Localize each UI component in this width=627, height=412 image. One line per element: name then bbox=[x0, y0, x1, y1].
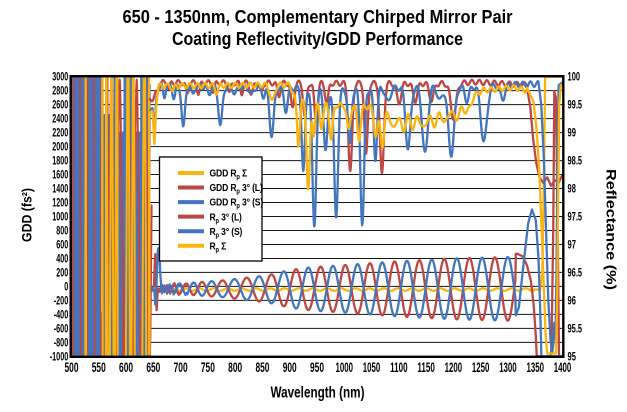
svg-text:650 - 1350nm, Complementary Ch: 650 - 1350nm, Complementary Chirped Mirr… bbox=[123, 6, 513, 27]
svg-text:800: 800 bbox=[228, 360, 242, 375]
svg-text:GDD Rp 3° (L): GDD Rp 3° (L) bbox=[210, 182, 263, 195]
svg-text:1250: 1250 bbox=[472, 360, 490, 375]
svg-text:1050: 1050 bbox=[363, 360, 381, 375]
svg-text:96: 96 bbox=[568, 295, 576, 307]
svg-text:1200: 1200 bbox=[445, 360, 463, 375]
svg-text:800: 800 bbox=[56, 225, 68, 237]
svg-text:100: 100 bbox=[568, 72, 581, 84]
svg-text:550: 550 bbox=[92, 360, 106, 375]
svg-text:97.5: 97.5 bbox=[568, 212, 583, 224]
svg-text:95: 95 bbox=[568, 351, 577, 363]
svg-text:Reflectance (%): Reflectance (%) bbox=[604, 169, 619, 290]
svg-text:1100: 1100 bbox=[390, 360, 408, 375]
svg-text:1600: 1600 bbox=[52, 170, 68, 182]
svg-text:GDD (fs²): GDD (fs²) bbox=[20, 188, 35, 242]
svg-text:0: 0 bbox=[64, 281, 68, 293]
svg-text:Coating Reflectivity/GDD Perfo: Coating Reflectivity/GDD Performance bbox=[172, 28, 463, 49]
svg-text:Wavelength (nm): Wavelength (nm) bbox=[271, 385, 365, 402]
svg-text:-1000: -1000 bbox=[50, 351, 69, 363]
svg-text:Rp Σ: Rp Σ bbox=[210, 241, 227, 254]
svg-text:Rp 3° (S): Rp 3° (S) bbox=[210, 226, 243, 239]
svg-text:1200: 1200 bbox=[52, 198, 68, 210]
svg-text:97: 97 bbox=[568, 239, 576, 251]
svg-text:-200: -200 bbox=[54, 295, 69, 307]
svg-text:750: 750 bbox=[201, 360, 215, 375]
svg-text:GDD Rp Σ: GDD Rp Σ bbox=[210, 168, 248, 181]
svg-text:2000: 2000 bbox=[52, 142, 68, 154]
svg-text:99: 99 bbox=[568, 128, 576, 140]
svg-text:1000: 1000 bbox=[336, 360, 354, 375]
svg-text:600: 600 bbox=[119, 360, 133, 375]
svg-text:1300: 1300 bbox=[499, 360, 517, 375]
svg-text:600: 600 bbox=[56, 239, 68, 251]
svg-text:Rp 3° (L): Rp 3° (L) bbox=[210, 212, 242, 225]
svg-text:1800: 1800 bbox=[52, 156, 68, 168]
svg-text:98: 98 bbox=[568, 184, 577, 196]
svg-text:400: 400 bbox=[56, 253, 68, 265]
svg-text:-600: -600 bbox=[54, 323, 69, 335]
svg-text:650: 650 bbox=[146, 360, 160, 375]
svg-text:200: 200 bbox=[56, 267, 68, 279]
svg-text:950: 950 bbox=[310, 360, 324, 375]
svg-text:850: 850 bbox=[255, 360, 269, 375]
svg-text:1400: 1400 bbox=[554, 360, 572, 375]
svg-text:1150: 1150 bbox=[417, 360, 435, 375]
svg-text:95.5: 95.5 bbox=[568, 323, 583, 335]
svg-text:99.5: 99.5 bbox=[568, 100, 583, 112]
svg-text:2200: 2200 bbox=[52, 128, 68, 140]
svg-text:96.5: 96.5 bbox=[568, 267, 583, 279]
svg-text:700: 700 bbox=[174, 360, 188, 375]
svg-text:3000: 3000 bbox=[52, 72, 68, 84]
svg-text:2800: 2800 bbox=[52, 86, 68, 98]
svg-text:-800: -800 bbox=[54, 337, 69, 349]
svg-text:1400: 1400 bbox=[52, 184, 68, 196]
svg-text:500: 500 bbox=[65, 360, 79, 375]
svg-text:98.5: 98.5 bbox=[568, 156, 583, 168]
svg-text:1350: 1350 bbox=[526, 360, 544, 375]
svg-text:1000: 1000 bbox=[52, 212, 68, 224]
svg-text:2400: 2400 bbox=[52, 114, 68, 126]
svg-text:-400: -400 bbox=[54, 309, 69, 321]
svg-text:2600: 2600 bbox=[52, 100, 68, 112]
svg-text:GDD Rp 3° (S): GDD Rp 3° (S) bbox=[210, 197, 264, 210]
svg-text:900: 900 bbox=[283, 360, 297, 375]
